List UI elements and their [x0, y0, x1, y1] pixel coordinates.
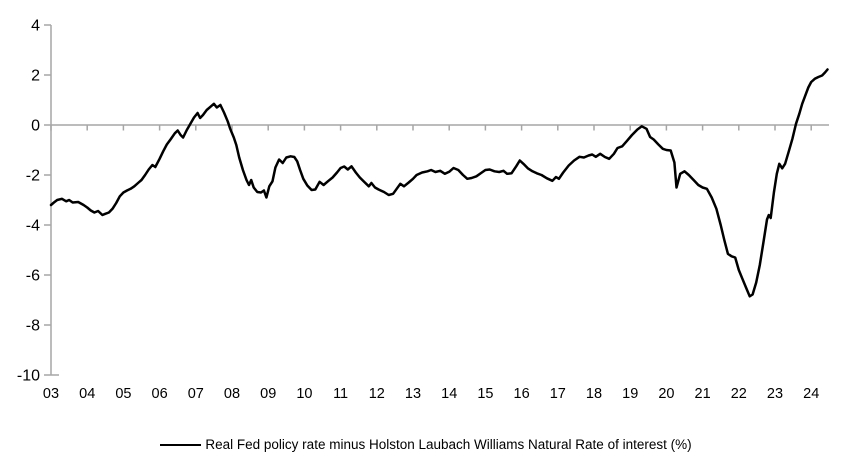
x-tick-label: 13 [405, 386, 421, 402]
x-tick-label: 04 [79, 386, 95, 402]
x-tick-label: 03 [43, 386, 59, 402]
series-line [49, 68, 829, 298]
x-tick-label: 10 [296, 386, 312, 402]
x-tick-label: 18 [586, 386, 602, 402]
legend: Real Fed policy rate minus Holston Lauba… [0, 437, 852, 452]
x-tick-label: 07 [188, 386, 204, 402]
x-tick-label: 12 [369, 386, 385, 402]
x-tick-label: 22 [731, 386, 747, 402]
y-tick-label: 4 [31, 18, 40, 35]
y-tick-label: -10 [17, 368, 40, 385]
x-tick-label: 16 [514, 386, 530, 402]
x-tick-label: 08 [224, 386, 240, 402]
x-tick-label: 06 [152, 386, 168, 402]
x-tick-label: 24 [803, 386, 819, 402]
y-tick-label: 2 [31, 68, 40, 85]
x-tick-label: 21 [695, 386, 711, 402]
x-tick-label: 15 [477, 386, 493, 402]
x-tick-label: 05 [115, 386, 131, 402]
y-tick-label: -6 [26, 268, 40, 285]
x-tick-label: 17 [550, 386, 566, 402]
y-tick-label: -4 [26, 218, 40, 235]
x-tick-label: 23 [767, 386, 783, 402]
y-tick-label: -8 [26, 318, 40, 335]
legend-label: Real Fed policy rate minus Holston Lauba… [205, 437, 692, 452]
x-tick-label: 09 [260, 386, 276, 402]
legend-line-icon [160, 443, 202, 446]
x-tick-label: 19 [622, 386, 638, 402]
y-tick-label: -2 [26, 168, 40, 185]
x-tick-label: 11 [333, 386, 348, 402]
x-tick-label: 14 [441, 386, 457, 402]
y-tick-label: 0 [31, 118, 40, 135]
x-tick-label: 20 [658, 386, 674, 402]
